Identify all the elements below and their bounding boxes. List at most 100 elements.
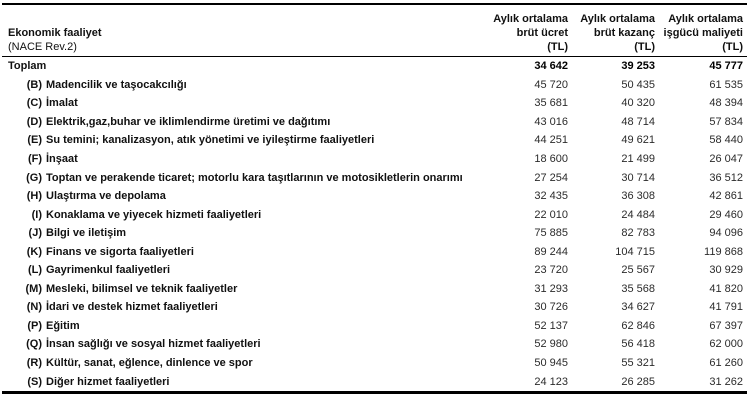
row-label-cell: (S) Diğer hizmet faaliyetleri [2, 376, 482, 388]
row-value: 29 460 [709, 208, 743, 221]
row-label: Kültür, sanat, eğlence, dinlence ve spor [46, 357, 253, 370]
row-value: 67 397 [709, 319, 743, 332]
row-value: 61 535 [709, 78, 743, 91]
row-label-cell: (Q) İnsan sağlığı ve sosyal hizmet faaliy… [2, 338, 482, 350]
row-label-cell: (N) İdari ve destek hizmet faaliyetleri [2, 301, 482, 313]
row-value: 26 285 [621, 375, 655, 388]
row-value: 89 244 [534, 245, 568, 258]
header-col-gross-wage-line2: brüt ücret [516, 27, 568, 39]
table-row: (M) Mesleki, bilimsel ve teknik faaliyetl… [2, 280, 747, 299]
row-value: 30 929 [709, 264, 743, 277]
row-label: Su temini; kanalizasyon, atık yönetimi v… [46, 134, 375, 147]
total-value-gross-wage: 34 642 [534, 60, 568, 73]
row-value: 21 499 [621, 153, 655, 165]
header-col-labour-cost: Aylık ortalama işgücü maliyeti (TL) [659, 12, 747, 54]
total-label: Toplam [8, 60, 47, 73]
row-code: (K) [26, 245, 42, 258]
row-value: 94 096 [709, 227, 743, 240]
row-label: Madencilik ve taşocakcılığı [46, 78, 187, 91]
row-value: 35 681 [534, 97, 568, 110]
total-value-labour-cost: 45 777 [709, 60, 743, 73]
table-row: (B) Madencilik ve taşocakcılığı 45 720 50… [2, 76, 747, 95]
row-label-cell: (L) Gayrimenkul faaliyetleri [2, 264, 482, 276]
row-label: İnşaat [46, 153, 78, 165]
row-value: 32 435 [534, 190, 568, 203]
row-label-cell: (I) Konaklama ve yiyecek hizmeti faaliyet… [2, 209, 482, 221]
header-col-labour-cost-line2: işgücü maliyeti [663, 27, 743, 39]
row-label: İdari ve destek hizmet faaliyetleri [46, 301, 218, 314]
row-label: Ulaştırma ve depolama [46, 190, 166, 203]
row-value: 41 791 [709, 301, 743, 314]
row-value: 75 885 [534, 227, 568, 240]
row-value: 62 846 [621, 319, 655, 332]
row-label: Finans ve sigorta faaliyetleri [46, 245, 194, 258]
table-row: (L) Gayrimenkul faaliyetleri 23 720 25 56… [2, 261, 747, 280]
row-value: 23 720 [534, 264, 568, 277]
row-code: (S) [27, 375, 42, 388]
table-row: (E) Su temini; kanalizasyon, atık yönetim… [2, 131, 747, 150]
row-value: 55 321 [621, 357, 655, 370]
row-value: 41 820 [709, 282, 743, 295]
header-col-labour-cost-unit: (TL) [722, 41, 743, 53]
row-value: 24 484 [621, 208, 655, 221]
table-row-total: Toplam 34 642 39 253 45 777 [2, 57, 747, 76]
row-value: 36 512 [709, 171, 743, 184]
row-value: 18 600 [534, 153, 568, 165]
row-value: 30 714 [621, 171, 655, 184]
row-label: Konaklama ve yiyecek hizmeti faaliyetler… [46, 208, 262, 221]
row-value: 35 568 [621, 282, 655, 295]
row-code: (E) [27, 134, 42, 147]
row-value: 45 720 [534, 78, 568, 91]
row-label: Mesleki, bilimsel ve teknik faaliyetler [46, 282, 238, 295]
header-col-gross-wage: Aylık ortalama brüt ücret (TL) [482, 12, 572, 54]
row-value: 56 418 [621, 338, 655, 351]
total-value-gross-earnings: 39 253 [621, 60, 655, 73]
table-row: (I) Konaklama ve yiyecek hizmeti faaliyet… [2, 205, 747, 224]
row-value: 25 567 [621, 264, 655, 277]
row-label-cell: (F) İnşaat [2, 153, 482, 165]
header-economic-activity: Ekonomik faaliyet (NACE Rev.2) [2, 26, 482, 54]
table-row: (S) Diğer hizmet faaliyetleri 24 123 26 2… [2, 372, 747, 391]
row-value: 44 251 [534, 134, 568, 147]
row-value: 57 834 [709, 115, 743, 128]
row-value: 40 320 [621, 97, 655, 110]
row-value: 31 262 [709, 375, 743, 388]
table-row: (P) Eğitim 52 137 62 846 67 397 [2, 317, 747, 336]
row-value: 34 627 [621, 301, 655, 314]
row-code: (H) [26, 190, 42, 203]
row-value: 27 254 [534, 171, 568, 184]
row-label: Toptan ve perakende ticaret; motorlu kar… [46, 171, 463, 184]
row-code: (Q) [26, 338, 42, 351]
row-value: 31 293 [534, 282, 568, 295]
row-value: 52 980 [534, 338, 568, 351]
row-label-cell: (D) Elektrik,gaz,buhar ve iklimlendirme ü… [2, 116, 482, 128]
row-value: 42 861 [709, 190, 743, 203]
table-row: (J) Bilgi ve iletişim 75 885 82 783 94 09… [2, 224, 747, 243]
row-code: (N) [26, 301, 42, 314]
table-row: (N) İdari ve destek hizmet faaliyetleri 3… [2, 298, 747, 317]
row-label-cell: (R) Kültür, sanat, eğlence, dinlence ve s… [2, 357, 482, 369]
table-row: (D) Elektrik,gaz,buhar ve iklimlendirme ü… [2, 113, 747, 132]
header-col-gross-earnings-unit: (TL) [634, 41, 655, 53]
row-label: Diğer hizmet faaliyetleri [46, 375, 170, 388]
row-value: 119 868 [704, 245, 743, 258]
header-col-gross-wage-line1: Aylık ortalama [493, 13, 568, 25]
row-label: Eğitim [46, 319, 80, 332]
row-value: 43 016 [534, 115, 568, 128]
row-label-cell: (B) Madencilik ve taşocakcılığı [2, 79, 482, 91]
row-code: (B) [26, 78, 42, 91]
row-label: İmalat [46, 97, 78, 110]
table-row: (R) Kültür, sanat, eğlence, dinlence ve s… [2, 354, 747, 373]
row-label: Gayrimenkul faaliyetleri [46, 264, 171, 277]
row-value: 82 783 [621, 227, 655, 240]
row-code: (M) [25, 282, 43, 295]
header-col-gross-earnings: Aylık ortalama brüt kazanç (TL) [572, 12, 659, 54]
row-value: 48 394 [709, 97, 743, 110]
row-label: Bilgi ve iletişim [46, 227, 127, 240]
row-code: (D) [26, 115, 42, 128]
row-value: 26 047 [709, 153, 743, 165]
row-label-cell: (P) Eğitim [2, 320, 482, 332]
row-value: 24 123 [534, 375, 568, 388]
row-value: 52 137 [534, 319, 568, 332]
row-label-cell: (E) Su temini; kanalizasyon, atık yönetim… [2, 134, 482, 146]
